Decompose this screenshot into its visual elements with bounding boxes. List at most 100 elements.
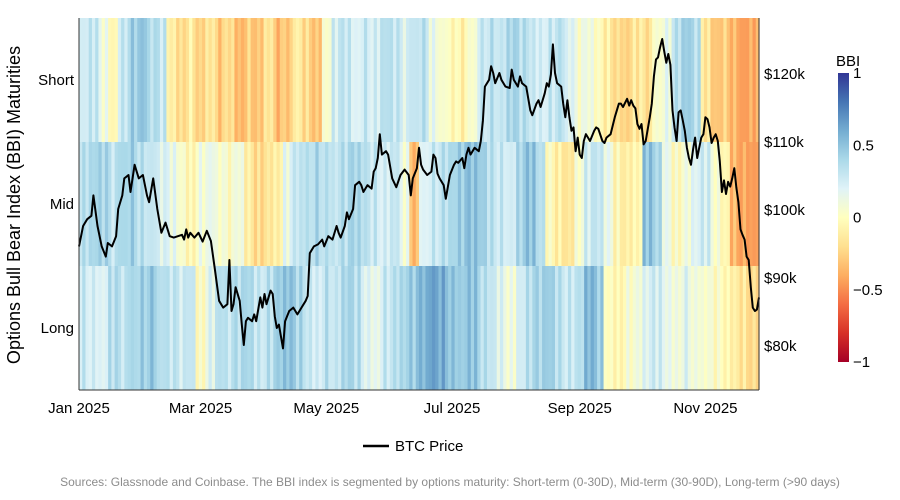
heat-cell-mid [448,142,452,266]
heat-cell-short [626,18,631,142]
heat-cell-short [299,18,304,142]
heat-cell-long [91,266,96,390]
heat-cell-long [308,266,313,390]
heat-cell-short [234,18,239,142]
heat-cell-long [555,266,559,390]
heat-cell-long [558,266,563,390]
heat-cell-short [691,18,695,142]
heat-cell-long [289,266,294,390]
heat-cell-long [525,266,530,390]
heat-cell-long [457,266,462,390]
heat-cell-long [299,266,304,390]
heat-cell-mid [208,142,213,266]
heat-cell-mid [169,142,174,266]
heat-cell-mid [532,142,537,266]
heat-cell-short [461,18,465,142]
heat-cell-short [509,18,514,142]
heat-cell-short [419,18,423,142]
heat-cell-mid [325,142,329,266]
heat-cell-short [525,18,530,142]
heat-cell-mid [108,142,112,266]
heat-cell-long [328,266,333,390]
heat-cell-short [542,18,546,142]
heat-cell-long [461,266,465,390]
heat-cell-long [632,266,637,390]
heat-cell-mid [383,142,388,266]
heat-cell-mid [493,142,498,266]
heat-cell-mid [95,142,100,266]
heat-cell-mid [104,142,109,266]
heat-cell-short [172,18,177,142]
heat-cell-long [593,266,598,390]
heat-cell-mid [276,142,281,266]
heat-cell-long [114,266,119,390]
heat-cell-mid [606,142,611,266]
heat-cell-long [623,266,627,390]
heat-cell-long [694,266,699,390]
heat-cell-long [655,266,660,390]
heat-cell-mid [600,142,605,266]
heat-cell-short [639,18,644,142]
heat-cell-mid [373,142,378,266]
heat-cell-mid [509,142,514,266]
heat-cell-mid [668,142,673,266]
heat-cell-mid [632,142,637,266]
heat-cell-mid [357,142,362,266]
heat-cell-long [571,266,576,390]
heat-cell-short [399,18,404,142]
heat-cell-mid [79,142,83,266]
heat-cell-short [558,18,563,142]
heat-cell-short [645,18,650,142]
heat-cell-short [351,18,355,142]
heat-cell-long [202,266,206,390]
heat-cell-mid [419,142,423,266]
heat-cell-long [279,266,284,390]
heat-cell-short [467,18,472,142]
heat-cell-long [234,266,239,390]
heat-cell-long [726,266,731,390]
heat-cell-mid [121,142,125,266]
heat-cell-long [325,266,329,390]
heat-cell-short [729,18,734,142]
heat-cell-mid [684,142,689,266]
legend-label-btc-price: BTC Price [395,438,463,455]
heat-cell-mid [477,142,482,266]
heat-cell-short [613,18,618,142]
heat-cell-short [182,18,187,142]
heat-cell-mid [292,142,297,266]
heat-cell-short [137,18,142,142]
heat-cell-mid [639,142,644,266]
heat-cell-short [752,18,757,142]
heat-cell-short [402,18,407,142]
plot-frame [78,18,760,391]
row-labels: Short Mid Long [38,72,75,337]
heat-cell-long [716,266,721,390]
price-tick-label: $90k [764,270,797,287]
heat-cell-short [710,18,715,142]
heat-cell-mid [176,142,180,266]
heat-cell-mid [88,142,93,266]
heat-cell-long [295,266,300,390]
heat-cell-long [108,266,112,390]
heat-cell-mid [308,142,313,266]
heat-cell-long [720,266,724,390]
heat-cell-long [215,266,219,390]
heat-cell-mid [270,142,274,266]
heat-cell-short [674,18,679,142]
heat-cell-long [503,266,508,390]
heat-cell-mid [354,142,359,266]
heat-cell-short [590,18,595,142]
heat-cell-long [713,266,718,390]
heat-cell-mid [438,142,443,266]
heat-cell-short [82,18,87,142]
heat-cell-short [665,18,669,142]
heat-cell-short [474,18,478,142]
heat-cell-long [357,266,362,390]
heat-cell-short [545,18,550,142]
heat-cell-short [328,18,333,142]
heat-cell-short [91,18,96,142]
x-tick-label: May 2025 [293,400,359,417]
heat-cell-long [435,266,440,390]
heat-cell-short [124,18,129,142]
heat-cell-long [124,266,129,390]
